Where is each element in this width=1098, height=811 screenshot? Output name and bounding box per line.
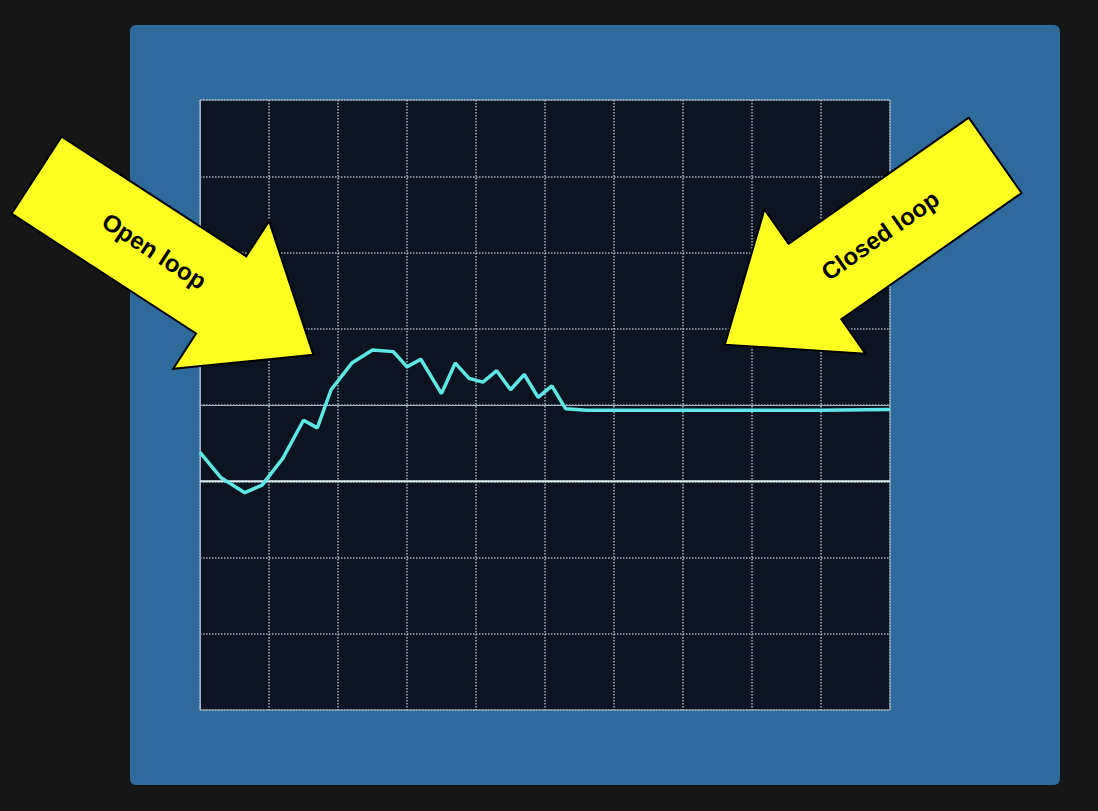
- svg-text:Open loop: Open loop: [97, 207, 211, 294]
- svg-text:Closed loop: Closed loop: [816, 185, 944, 286]
